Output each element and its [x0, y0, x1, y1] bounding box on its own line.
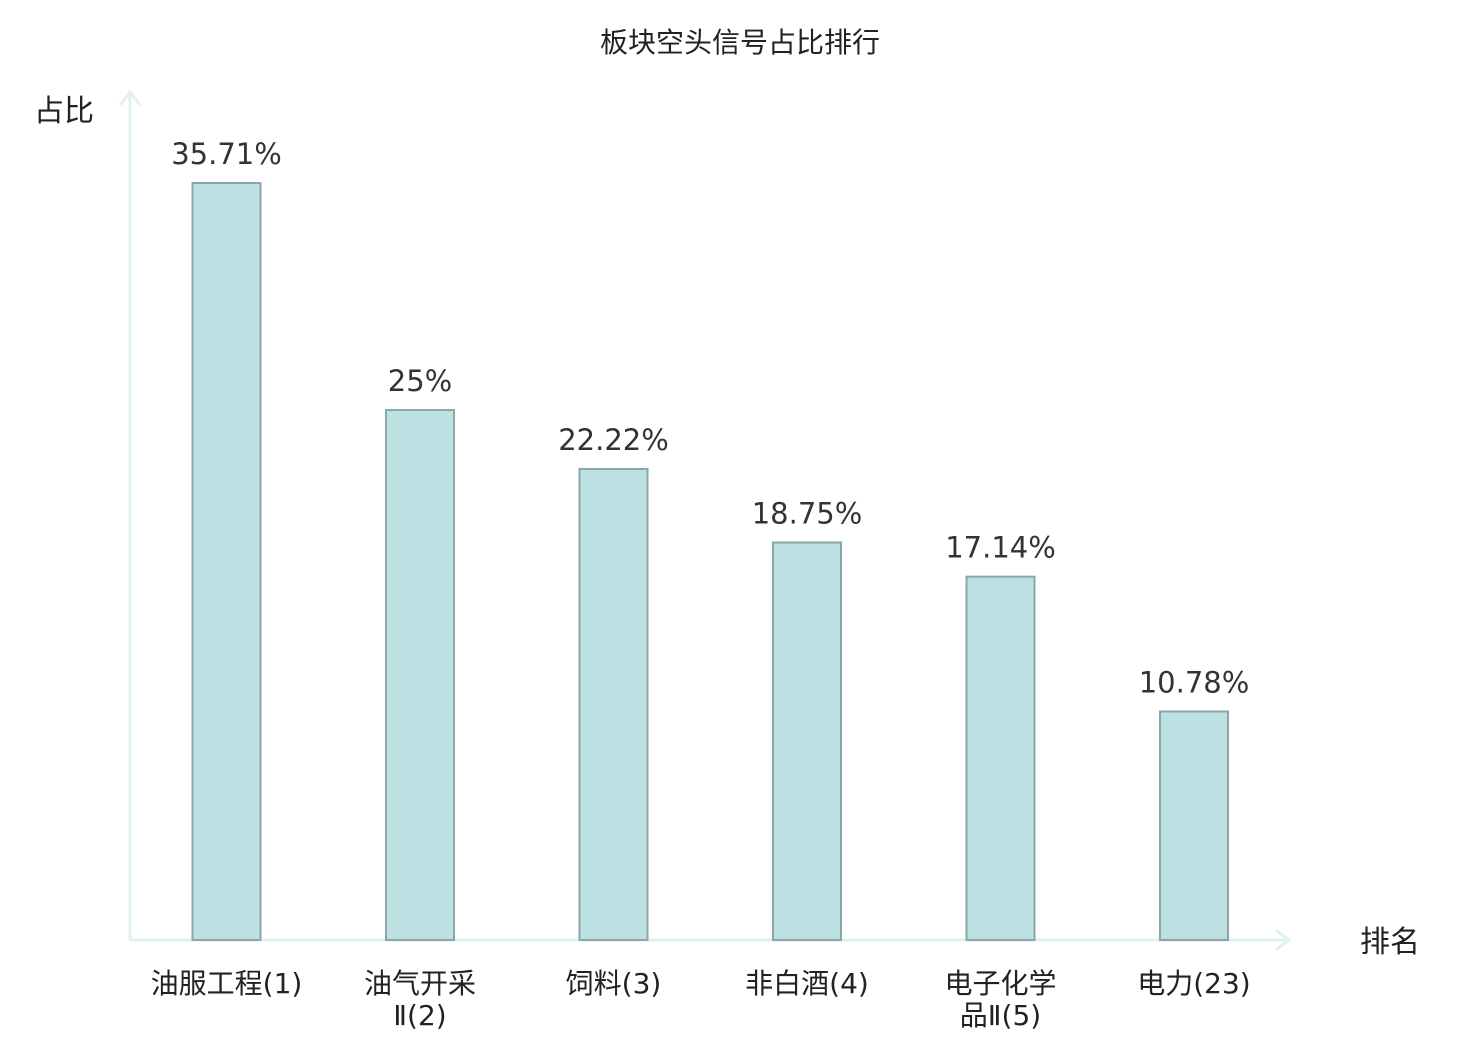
- category-label: 电子化学: [944, 967, 1056, 1000]
- value-label: 35.71%: [171, 137, 282, 171]
- y-axis-label: 占比: [34, 94, 94, 129]
- bar: [1159, 710, 1229, 941]
- bar: [772, 541, 842, 941]
- category-label: 品Ⅱ(5): [960, 999, 1041, 1032]
- category-label: 电力(23): [1137, 967, 1250, 1000]
- value-label: 10.78%: [1139, 665, 1250, 699]
- value-label: 18.75%: [752, 497, 863, 531]
- bar-group: [191, 182, 1229, 942]
- value-label: 17.14%: [945, 531, 1056, 565]
- value-label: 22.22%: [558, 423, 669, 457]
- category-label: 非白酒(4): [745, 967, 869, 1000]
- bar: [385, 409, 455, 942]
- category-label: 油服工程(1): [151, 967, 303, 1000]
- y-axis-arrow: [118, 89, 142, 106]
- value-label-group: 35.71% 25% 22.22% 18.75% 17.14% 10.78%: [171, 137, 1249, 699]
- value-label: 25%: [388, 364, 452, 398]
- x-axis-label: 排名: [1360, 925, 1420, 960]
- category-label: Ⅱ(2): [393, 999, 446, 1032]
- bar: [191, 182, 262, 941]
- chart-title: 板块空头信号占比排行: [600, 26, 880, 59]
- x-axis-arrow: [1275, 928, 1292, 952]
- category-label: 饲料(3): [566, 967, 662, 1000]
- bar: [965, 575, 1036, 942]
- bar: [578, 467, 649, 941]
- category-label: 油气开采: [364, 967, 476, 1000]
